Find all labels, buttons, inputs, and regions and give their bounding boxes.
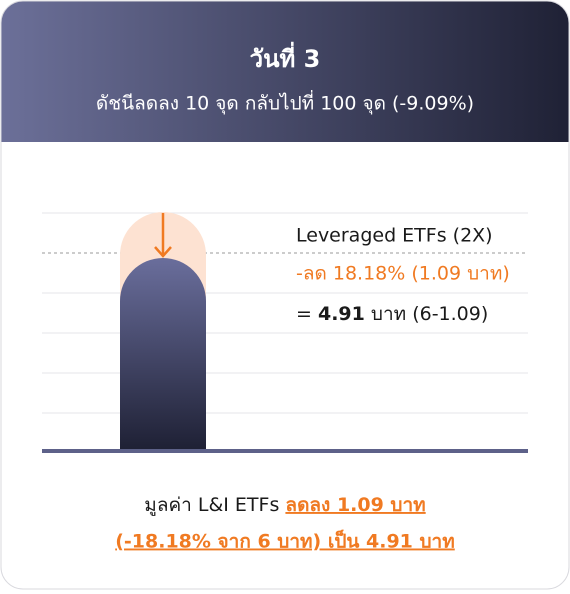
subtitle: ดัชนีลดลง 10 จุด กลับไปที่ 100 จุด (-9.0… <box>96 90 474 116</box>
result-prefix: = <box>296 303 312 325</box>
result-suffix: บาท (6-1.09) <box>371 303 488 325</box>
down-arrow <box>154 213 172 258</box>
result-value: 4.91 <box>318 303 365 325</box>
current-bar <box>120 258 206 451</box>
footer-highlight: ลดลง 1.09 บาท <box>285 494 425 516</box>
panel-change: -ลด 18.18% (1.09 บาท) <box>296 263 510 285</box>
footer-prefix: มูลค่า L&I ETFs <box>144 494 279 516</box>
title: วันที่ 3 <box>250 41 321 73</box>
footer-line-1: มูลค่า L&I ETFs ลดลง 1.09 บาท <box>144 494 425 516</box>
header-bg <box>1 1 569 142</box>
panel-result: = 4.91 บาท (6-1.09) <box>296 303 488 325</box>
panel-label: Leveraged ETFs (2X) <box>296 225 493 247</box>
footer-line-2: (-18.18% จาก 6 บาท) เป็น 4.91 บาท <box>115 529 455 553</box>
